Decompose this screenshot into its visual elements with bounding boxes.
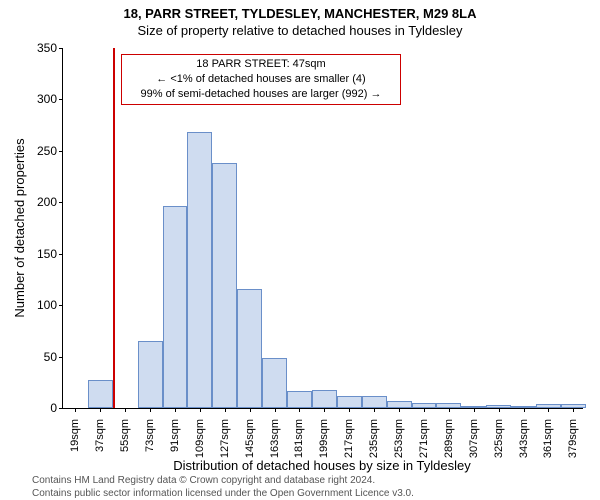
annotation-line: 99% of semi-detached houses are larger (… — [128, 87, 394, 102]
y-tick-mark — [59, 254, 63, 255]
footer-attribution: Contains HM Land Registry data © Crown c… — [32, 475, 414, 500]
x-tick-mark — [474, 408, 475, 412]
footer-line-1: Contains HM Land Registry data © Crown c… — [32, 475, 414, 488]
y-tick-label: 250 — [27, 144, 57, 158]
chart-area: 05010015020025030035019sqm37sqm55sqm73sq… — [62, 48, 582, 408]
y-tick-mark — [59, 357, 63, 358]
histogram-bar — [187, 132, 212, 408]
plot-region: 05010015020025030035019sqm37sqm55sqm73sq… — [62, 48, 583, 409]
y-tick-mark — [59, 408, 63, 409]
y-tick-mark — [59, 151, 63, 152]
histogram-bar — [212, 163, 237, 408]
x-tick-mark — [200, 408, 201, 412]
x-tick-mark — [374, 408, 375, 412]
y-tick-mark — [59, 202, 63, 203]
histogram-bar — [312, 390, 337, 409]
y-tick-label: 50 — [27, 350, 57, 364]
y-tick-label: 350 — [27, 41, 57, 55]
x-tick-mark — [548, 408, 549, 412]
y-tick-label: 200 — [27, 195, 57, 209]
x-tick-mark — [449, 408, 450, 412]
x-tick-mark — [349, 408, 350, 412]
x-tick-mark — [150, 408, 151, 412]
y-tick-mark — [59, 305, 63, 306]
x-tick-mark — [100, 408, 101, 412]
histogram-bar — [287, 391, 312, 408]
x-tick-mark — [225, 408, 226, 412]
x-tick-mark — [175, 408, 176, 412]
y-tick-label: 300 — [27, 92, 57, 106]
y-tick-label: 150 — [27, 247, 57, 261]
histogram-bar — [362, 396, 387, 408]
histogram-bar — [262, 358, 287, 408]
x-tick-mark — [75, 408, 76, 412]
histogram-bar — [138, 341, 163, 408]
y-tick-mark — [59, 48, 63, 49]
x-tick-mark — [299, 408, 300, 412]
x-tick-mark — [125, 408, 126, 412]
x-tick-mark — [499, 408, 500, 412]
x-tick-mark — [399, 408, 400, 412]
y-tick-mark — [59, 99, 63, 100]
annotation-line: ← <1% of detached houses are smaller (4) — [128, 72, 394, 87]
annotation-line: 18 PARR STREET: 47sqm — [128, 57, 394, 72]
x-tick-mark — [424, 408, 425, 412]
footer-line-2: Contains public sector information licen… — [32, 488, 414, 500]
x-tick-mark — [324, 408, 325, 412]
x-tick-mark — [275, 408, 276, 412]
x-tick-mark — [524, 408, 525, 412]
histogram-bar — [237, 289, 262, 408]
y-axis-label: Number of detached properties — [12, 138, 27, 317]
reference-line — [113, 48, 115, 408]
histogram-bar — [387, 401, 412, 408]
y-tick-label: 0 — [27, 401, 57, 415]
histogram-bar — [163, 206, 188, 408]
annotation-box: 18 PARR STREET: 47sqm← <1% of detached h… — [121, 54, 401, 105]
chart-subtitle: Size of property relative to detached ho… — [0, 23, 600, 40]
x-tick-mark — [250, 408, 251, 412]
x-tick-mark — [573, 408, 574, 412]
histogram-bar — [337, 396, 362, 408]
y-tick-label: 100 — [27, 298, 57, 312]
x-axis-label: Distribution of detached houses by size … — [62, 458, 582, 473]
chart-title: 18, PARR STREET, TYLDESLEY, MANCHESTER, … — [0, 0, 600, 23]
histogram-bar — [88, 380, 113, 408]
